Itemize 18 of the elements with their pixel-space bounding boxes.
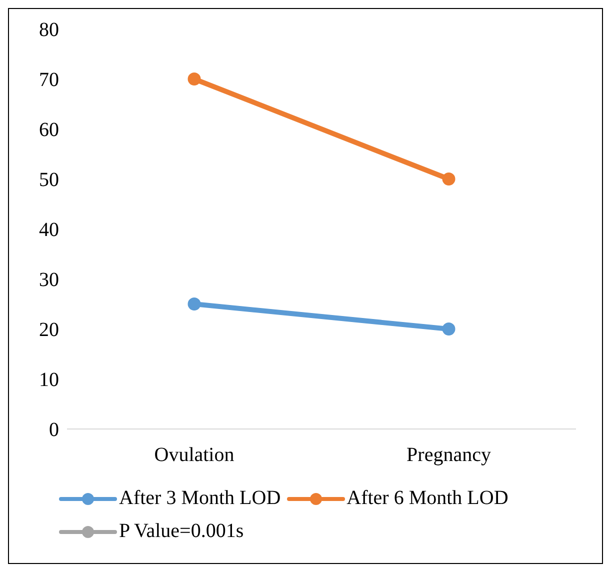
y-tick-label: 70 [39,69,59,92]
y-tick-label: 60 [39,119,59,142]
y-tick-label: 10 [39,369,59,392]
y-tick-label: 80 [39,19,59,42]
y-tick-label: 40 [39,219,59,242]
x-tick-label: Ovulation [154,444,234,466]
legend-label: After 6 Month LOD [346,487,508,510]
y-tick-label: 30 [39,269,59,292]
point [442,172,456,186]
x-tick-label: Pregnancy [406,444,491,466]
point [188,298,201,310]
y-tick-label: 20 [39,319,59,342]
y-tick-label: 0 [49,419,59,442]
y-tick-label: 50 [39,169,59,192]
point [442,322,456,336]
legend-label: P Value=0.001s [119,520,244,543]
point [188,72,201,86]
legend-label: After 3 Month LOD [119,487,281,510]
